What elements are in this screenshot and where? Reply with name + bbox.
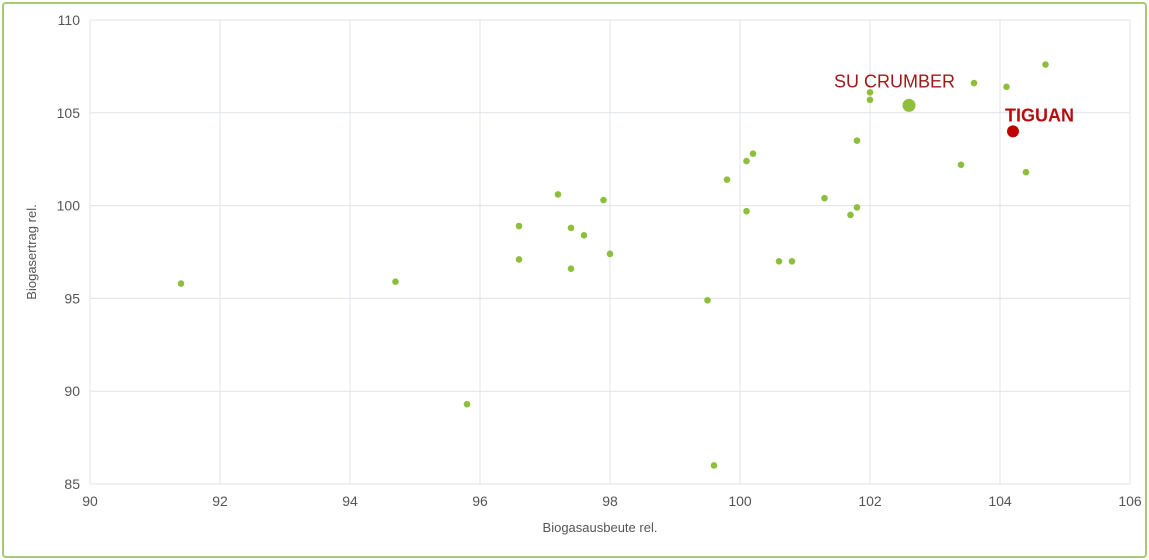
data-point xyxy=(1003,83,1010,91)
data-point xyxy=(554,191,562,198)
data-point xyxy=(1042,61,1049,68)
data-point xyxy=(970,79,978,87)
data-points xyxy=(177,61,1049,469)
data-point xyxy=(515,222,523,230)
y-tick-label: 110 xyxy=(58,12,81,28)
x-axis-label: Biogasausbeute rel. xyxy=(543,520,658,535)
y-tick-label: 105 xyxy=(57,105,81,121)
highlight-label: TIGUAN xyxy=(1005,105,1074,125)
data-point xyxy=(749,150,757,157)
data-point xyxy=(600,196,607,204)
data-point xyxy=(580,231,588,239)
data-point xyxy=(710,462,718,469)
x-tick-labels: 90 92 94 96 98 100 102 104 106 xyxy=(82,493,1142,509)
data-point xyxy=(853,204,861,211)
data-point xyxy=(957,161,965,169)
y-tick-label: 100 xyxy=(57,198,81,214)
x-tick-label: 102 xyxy=(858,493,882,509)
data-point xyxy=(723,176,731,183)
data-point xyxy=(821,194,828,202)
highlighted-points: SU CRUMBER TIGUAN xyxy=(834,71,1074,138)
data-point xyxy=(743,207,750,215)
data-point xyxy=(463,400,471,408)
data-point xyxy=(606,250,614,258)
x-tick-label: 94 xyxy=(342,493,358,509)
data-point xyxy=(704,296,711,304)
data-point xyxy=(743,157,750,165)
x-tick-label: 106 xyxy=(1118,493,1142,509)
y-tick-label: 95 xyxy=(64,290,80,306)
y-tick-labels: 85 90 95 100 105 110 xyxy=(57,12,81,492)
y-tick-label: 90 xyxy=(64,383,80,399)
data-point xyxy=(853,137,861,144)
data-point xyxy=(866,89,874,96)
data-point xyxy=(567,265,575,273)
highlight-point xyxy=(1007,125,1019,138)
highlight-point xyxy=(902,98,916,112)
x-tick-label: 98 xyxy=(602,493,618,509)
data-point xyxy=(1022,168,1030,176)
x-tick-label: 92 xyxy=(212,493,228,509)
data-point xyxy=(847,211,854,219)
data-point xyxy=(788,257,796,265)
data-point xyxy=(866,96,874,104)
data-point xyxy=(392,278,399,285)
x-tick-label: 90 xyxy=(82,493,98,509)
y-axis-label: Biogasertrag rel. xyxy=(24,204,39,299)
grid xyxy=(89,19,1131,485)
x-tick-label: 96 xyxy=(472,493,488,509)
y-tick-label: 85 xyxy=(64,476,80,492)
data-point xyxy=(567,224,575,232)
data-point xyxy=(515,256,523,263)
data-point xyxy=(775,257,783,265)
x-tick-label: 100 xyxy=(728,493,752,509)
x-tick-label: 104 xyxy=(988,493,1012,509)
highlight-label: SU CRUMBER xyxy=(834,71,955,91)
data-point xyxy=(177,280,185,287)
